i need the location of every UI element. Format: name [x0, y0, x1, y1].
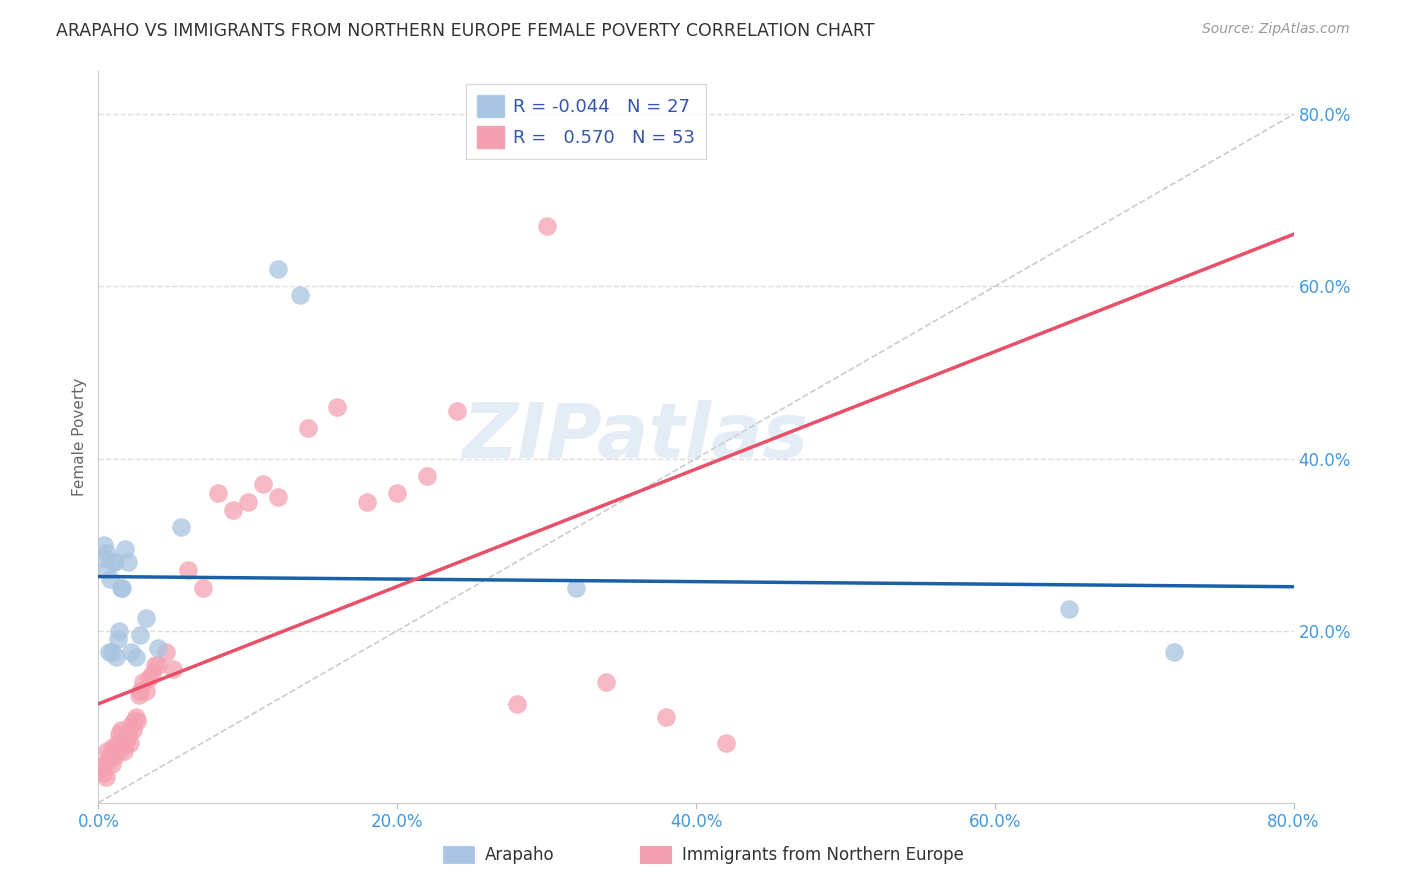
Point: [97, 753, 120, 767]
Point: [108, 624, 131, 638]
Point: [506, 697, 529, 711]
Text: ZIPatlas: ZIPatlas: [463, 401, 810, 474]
Point: [191, 581, 214, 595]
Point: [97, 645, 120, 659]
Point: [104, 555, 127, 569]
Point: [93, 757, 115, 772]
Point: [108, 727, 131, 741]
Text: Source: ZipAtlas.com: Source: ZipAtlas.com: [1202, 22, 1350, 37]
Point: [565, 581, 588, 595]
Point: [94, 564, 117, 578]
Point: [446, 404, 468, 418]
Point: [536, 219, 558, 234]
Point: [96, 546, 118, 560]
Point: [169, 520, 191, 534]
Point: [141, 666, 163, 681]
Point: [124, 714, 146, 728]
Point: [115, 731, 138, 746]
Point: [595, 675, 617, 690]
Point: [416, 468, 439, 483]
Point: [103, 555, 125, 569]
Point: [104, 744, 127, 758]
Point: [103, 739, 125, 754]
Point: [125, 710, 148, 724]
Point: [148, 640, 170, 655]
Text: Arapaho: Arapaho: [485, 846, 555, 863]
Point: [177, 564, 200, 578]
Point: [143, 658, 166, 673]
Point: [100, 748, 122, 763]
Point: [96, 744, 118, 758]
Point: [138, 671, 160, 685]
Point: [148, 658, 170, 673]
Point: [121, 723, 143, 737]
Point: [356, 494, 378, 508]
Point: [107, 632, 129, 647]
Point: [125, 649, 148, 664]
Point: [101, 757, 124, 772]
Point: [112, 744, 135, 758]
Point: [252, 477, 274, 491]
Point: [105, 748, 128, 763]
Point: [236, 494, 259, 508]
Point: [129, 684, 152, 698]
Point: [111, 581, 134, 595]
Point: [129, 628, 152, 642]
Point: [107, 735, 129, 749]
Point: [655, 710, 678, 724]
Point: [385, 486, 409, 500]
Point: [207, 486, 229, 500]
Point: [94, 770, 117, 784]
Point: [117, 555, 139, 569]
Point: [100, 572, 122, 586]
Point: [91, 765, 114, 780]
Point: [135, 611, 157, 625]
Point: [1059, 602, 1081, 616]
Point: [135, 684, 157, 698]
Point: [288, 288, 311, 302]
Point: [120, 718, 142, 732]
Text: Immigrants from Northern Europe: Immigrants from Northern Europe: [682, 846, 963, 863]
Y-axis label: Female Poverty: Female Poverty: [72, 378, 87, 496]
Point: [111, 739, 134, 754]
Point: [91, 550, 114, 565]
Point: [222, 503, 245, 517]
Point: [1163, 645, 1185, 659]
Point: [120, 645, 142, 659]
Point: [326, 400, 349, 414]
Point: [105, 649, 128, 664]
Point: [267, 262, 290, 277]
Point: [297, 421, 319, 435]
Legend: R = -0.044   N = 27, R =   0.570   N = 53: R = -0.044 N = 27, R = 0.570 N = 53: [465, 84, 706, 159]
Point: [132, 675, 155, 690]
Point: [110, 581, 132, 595]
Text: ARAPAHO VS IMMIGRANTS FROM NORTHERN EUROPE FEMALE POVERTY CORRELATION CHART: ARAPAHO VS IMMIGRANTS FROM NORTHERN EURO…: [56, 22, 875, 40]
Point: [114, 735, 136, 749]
Point: [162, 662, 184, 676]
Point: [117, 727, 139, 741]
Point: [118, 735, 141, 749]
Point: [93, 538, 115, 552]
Point: [155, 645, 177, 659]
Point: [101, 645, 124, 659]
Point: [90, 761, 112, 775]
Point: [714, 735, 737, 749]
Point: [110, 723, 132, 737]
Point: [128, 688, 150, 702]
Point: [127, 714, 149, 728]
Point: [267, 491, 290, 505]
Point: [114, 541, 136, 556]
